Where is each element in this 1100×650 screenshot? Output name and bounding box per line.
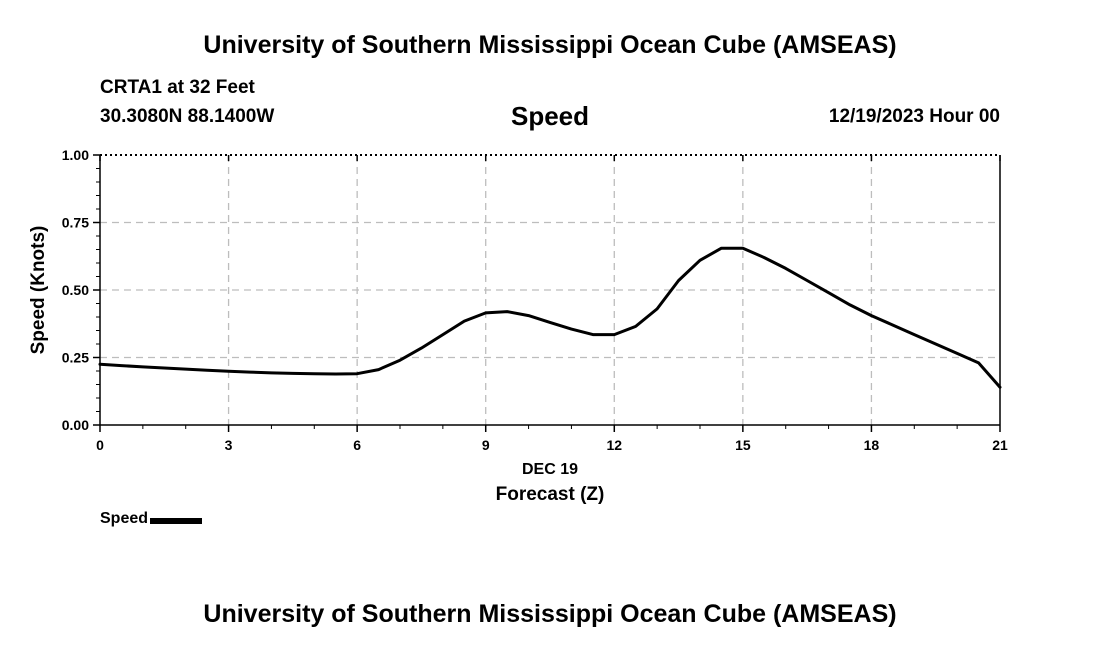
x-tick-label: 3 xyxy=(225,437,233,453)
chart-title: Speed xyxy=(510,101,590,131)
y-tick-label: 0.75 xyxy=(62,215,89,231)
y-tick-label: 0.50 xyxy=(62,282,89,298)
y-tick-label: 0.00 xyxy=(62,417,89,433)
x-tick-label: 18 xyxy=(864,437,880,453)
x-tick-label: 9 xyxy=(482,437,490,453)
legend-label: Speed xyxy=(100,510,149,527)
footer-title: University of Southern Mississippi Ocean… xyxy=(203,600,897,628)
y-tick-label: 1.00 xyxy=(62,147,89,163)
y-tick-label: 0.25 xyxy=(62,350,89,366)
page-title: University of Southern Mississippi Ocean… xyxy=(203,31,897,59)
x-axis-date-label: DEC 19 xyxy=(522,461,578,478)
grid-lines xyxy=(100,155,1000,425)
datetime-label: 12/19/2023 Hour 00 xyxy=(828,106,1000,127)
x-tick-label: 21 xyxy=(992,437,1008,453)
legend: Speed xyxy=(100,510,203,528)
x-tick-label: 12 xyxy=(606,437,622,453)
chart-axes: 0 3 6 9 12 15 18 21 0.00 0.25 0.50 0.75 1.00 xyxy=(62,147,1008,453)
x-tick-label: 6 xyxy=(353,437,361,453)
legend-line-swatch xyxy=(150,517,203,524)
station-label: CRTA1 at 32 Feet xyxy=(100,77,255,98)
coordinates-label: 30.3080N 88.1400W xyxy=(100,106,275,127)
x-axis-title: Forecast (Z) xyxy=(496,484,605,505)
y-axis-title: Speed (Knots) xyxy=(28,226,49,355)
x-tick-label: 15 xyxy=(735,437,751,453)
speed-series-line xyxy=(98,246,1002,389)
x-tick-label: 0 xyxy=(96,437,104,453)
series-layer xyxy=(98,246,1002,389)
